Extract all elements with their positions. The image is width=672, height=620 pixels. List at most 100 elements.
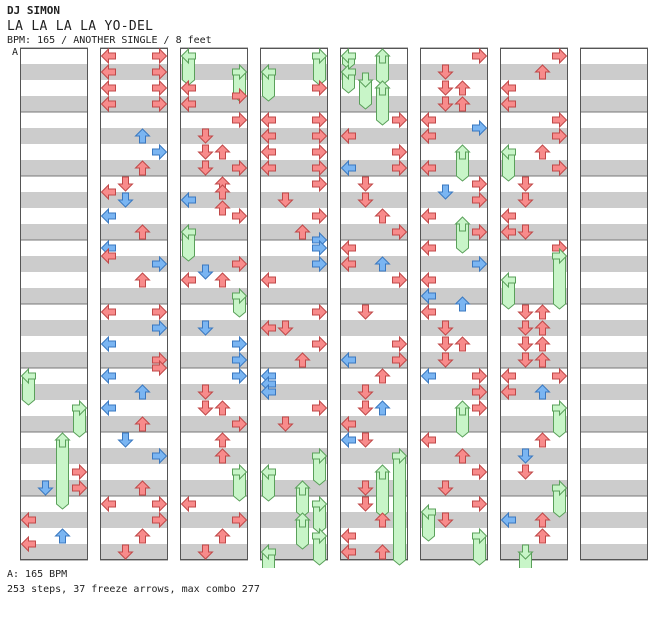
measure-column [100,47,168,561]
up-arrow-icon [534,352,551,368]
down-arrow-icon [357,384,374,400]
right-arrow-icon [152,303,168,321]
measure-column [20,47,88,561]
left-arrow-icon [260,159,276,177]
down-arrow-icon [517,544,534,560]
right-arrow-icon [312,239,328,257]
right-arrow-icon [312,527,328,545]
down-arrow-icon [437,336,454,352]
up-arrow-icon [134,128,151,144]
right-arrow-icon [72,479,88,497]
up-arrow-icon [534,384,551,400]
left-arrow-icon [100,247,116,265]
right-arrow-icon [312,111,328,129]
left-arrow-icon [100,63,116,81]
left-arrow-icon [260,63,276,81]
right-arrow-icon [312,79,328,97]
up-arrow-icon [54,432,71,448]
right-arrow-icon [392,351,408,369]
right-arrow-icon [552,159,568,177]
right-arrow-icon [232,351,248,369]
down-arrow-icon [517,464,534,480]
up-arrow-icon [214,144,231,160]
step-stats: 253 steps, 37 freeze arrows, max combo 2… [7,584,260,595]
down-arrow-icon [197,128,214,144]
right-arrow-icon [472,463,488,481]
left-arrow-icon [500,383,516,401]
chart-info: BPM: 165 / ANOTHER SINGLE / 8 feet [7,35,212,46]
left-arrow-icon [500,95,516,113]
left-arrow-icon [100,303,116,321]
right-arrow-icon [232,367,248,385]
right-arrow-icon [232,111,248,129]
right-arrow-icon [152,143,168,161]
left-arrow-icon [180,271,196,289]
right-arrow-icon [152,495,168,513]
left-arrow-icon [100,79,116,97]
down-arrow-icon [437,80,454,96]
up-arrow-icon [214,432,231,448]
left-arrow-icon [340,159,356,177]
left-arrow-icon [340,415,356,433]
right-arrow-icon [232,335,248,353]
up-arrow-icon [534,528,551,544]
down-arrow-icon [517,352,534,368]
down-arrow-icon [437,96,454,112]
freeze-arrow [393,455,406,566]
up-arrow-icon [374,256,391,272]
left-arrow-icon [100,335,116,353]
down-arrow-icon [437,64,454,80]
right-arrow-icon [152,47,168,65]
right-arrow-icon [232,511,248,529]
left-arrow-icon [420,127,436,145]
up-arrow-icon [374,368,391,384]
left-arrow-icon [260,127,276,145]
up-arrow-icon [294,480,311,496]
left-arrow-icon [500,223,516,241]
up-arrow-icon [454,448,471,464]
left-arrow-icon [420,303,436,321]
left-arrow-icon [20,535,36,553]
left-arrow-icon [100,207,116,225]
down-arrow-icon [357,304,374,320]
left-arrow-icon [260,383,276,401]
down-arrow-icon [117,192,134,208]
down-arrow-icon [37,480,54,496]
up-arrow-icon [374,544,391,560]
up-arrow-icon [214,272,231,288]
up-arrow-icon [134,416,151,432]
up-arrow-icon [534,64,551,80]
right-arrow-icon [472,399,488,417]
right-arrow-icon [312,335,328,353]
down-arrow-icon [357,496,374,512]
left-arrow-icon [420,431,436,449]
left-arrow-icon [180,191,196,209]
down-arrow-icon [517,176,534,192]
up-arrow-icon [294,512,311,528]
right-arrow-icon [152,255,168,273]
up-arrow-icon [134,272,151,288]
right-arrow-icon [472,223,488,241]
measure-column [580,47,648,561]
down-arrow-icon [437,480,454,496]
up-arrow-icon [374,400,391,416]
up-arrow-icon [534,320,551,336]
left-arrow-icon [180,495,196,513]
down-arrow-icon [117,544,134,560]
right-arrow-icon [472,383,488,401]
right-arrow-icon [152,359,168,377]
up-arrow-icon [534,512,551,528]
left-arrow-icon [340,543,356,561]
right-arrow-icon [72,399,88,417]
left-arrow-icon [420,367,436,385]
down-arrow-icon [437,512,454,528]
left-arrow-icon [340,431,356,449]
left-arrow-icon [420,287,436,305]
right-arrow-icon [232,255,248,273]
right-arrow-icon [552,47,568,65]
song-title: LA LA LA LA YO-DEL [7,19,154,34]
left-arrow-icon [340,63,356,81]
left-arrow-icon [340,127,356,145]
down-arrow-icon [437,352,454,368]
left-arrow-icon [500,207,516,225]
